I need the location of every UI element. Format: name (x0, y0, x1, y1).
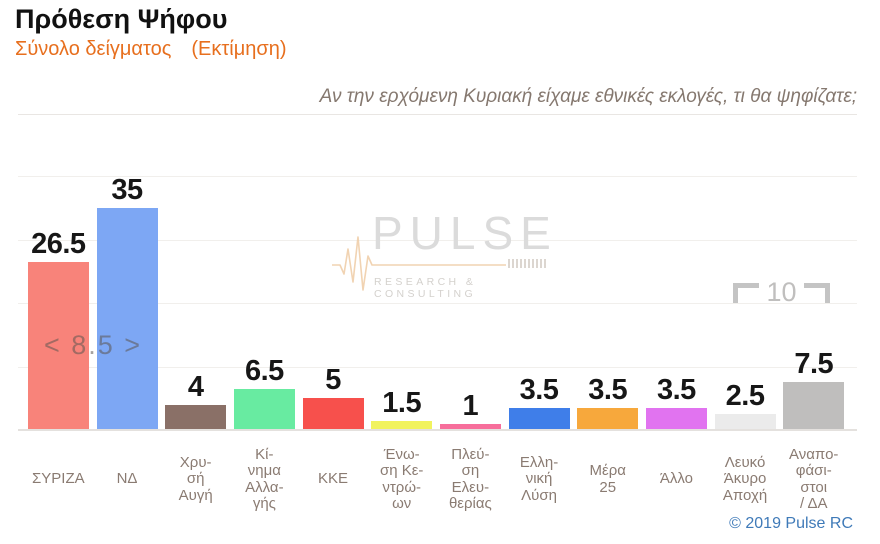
category-label: ΚΚΕ (318, 470, 349, 488)
x-axis-baseline (18, 429, 857, 431)
bar-column: 7.5 (779, 350, 848, 430)
category-label: Πλεύ-ση Ελευ-θερίας (448, 445, 492, 512)
bar-value-label: 35 (111, 174, 143, 207)
category-label: Κί-νημα Αλλα-γής (245, 445, 284, 512)
bar-column: 6.5 (230, 354, 299, 430)
bar-value-label: 6.5 (244, 354, 284, 387)
gridline-40 (18, 176, 857, 178)
bar-Χρυσή Αυγή (165, 404, 227, 430)
bar-value-label: 5 (325, 364, 341, 397)
bar-value-label: 3.5 (656, 373, 696, 406)
bar-column: 3.5 (573, 373, 642, 430)
scale-bracket-right-icon (804, 283, 830, 303)
bar-value-label: 1 (462, 389, 479, 422)
bar-column: 4 (161, 370, 230, 430)
scale-value: 10 (766, 277, 797, 307)
bar-value-label: 7.5 (794, 348, 834, 381)
page-title: Πρόθεση Ψήφου (15, 4, 228, 34)
bar-column: 3.5 (505, 373, 574, 430)
bar-Κίνημα Αλλαγής (233, 388, 295, 430)
bar-column: 1.5 (367, 386, 436, 430)
bar-plot: 26.5 35 4 6.5 5 1.5 1 3.5 3.5 3.5 2.5 7.5 (24, 138, 848, 430)
subtitle-sample: Σύνολο δείγματος (15, 38, 172, 60)
bar-Μέρα 25 (577, 407, 639, 430)
bar-Λευκό Άκυρο Αποχή (714, 414, 776, 430)
bar-ΝΔ (96, 208, 158, 430)
gridline-20 (18, 303, 857, 305)
bar-ΚΚΕ (302, 398, 364, 430)
bar-value-label: 2.5 (725, 380, 765, 413)
category-label: Λευκό Άκυρο Αποχή (722, 453, 768, 504)
header-separator-line (18, 114, 857, 115)
bar-value-label: 3.5 (588, 373, 628, 406)
bar-column: 3.5 (642, 373, 711, 430)
bar-value-label: 3.5 (519, 373, 559, 406)
category-label: Αναπο-φάσι-στοι / ΔΑ (789, 445, 839, 512)
bar-Ένωση Κεντρώων (371, 420, 433, 430)
copyright-text: © 2019 Pulse RC (729, 515, 853, 532)
bar-column: 35 (93, 176, 162, 430)
category-label: ΝΔ (116, 470, 138, 488)
difference-label: < 8.5 > (43, 330, 143, 360)
category-label: Ελλη-νική Λύση (519, 453, 559, 504)
bar-column: 1 (436, 389, 505, 430)
bar-value-label: 4 (187, 370, 204, 403)
subtitle: Σύνολο δείγματος (Εκτίμηση) (15, 38, 287, 61)
bar-Αναποφάσιστοι / ΔΑ (783, 382, 845, 430)
scale-marker: 10 (733, 277, 830, 307)
gridline-10 (18, 366, 857, 368)
category-label: Άλλο (659, 470, 693, 488)
bar-column: 5 (299, 366, 368, 430)
category-label: Μέρα 25 (589, 462, 626, 496)
bar-column: 2.5 (711, 382, 780, 430)
category-label: Χρυ-σή Αυγή (178, 453, 213, 504)
subtitle-estimate: (Εκτίμηση) (191, 38, 287, 60)
bar-value-label: 1.5 (382, 386, 422, 419)
survey-question: Αν την ερχόμενη Κυριακή είχαμε εθνικές ε… (319, 86, 857, 107)
bar-Πλεύση Ελευθερίας (439, 423, 501, 430)
category-label: ΣΥΡΙΖΑ (32, 470, 85, 488)
bar-ΣΥΡΙΖΑ (27, 262, 89, 430)
bar-Ελληνική Λύση (508, 407, 570, 430)
bar-value-label: 26.5 (31, 228, 86, 260)
category-label: Ένω-ση Κε-ντρώ-ων (379, 445, 424, 512)
bar-column: 26.5 (24, 230, 93, 430)
bar-Άλλο (645, 407, 707, 430)
scale-bracket-left-icon (733, 283, 759, 303)
category-labels: ΣΥΡΙΖΑ ΝΔ Χρυ-σή Αυγή Κί-νημα Αλλα-γής ΚΚΕ Ένω-… (24, 432, 848, 527)
